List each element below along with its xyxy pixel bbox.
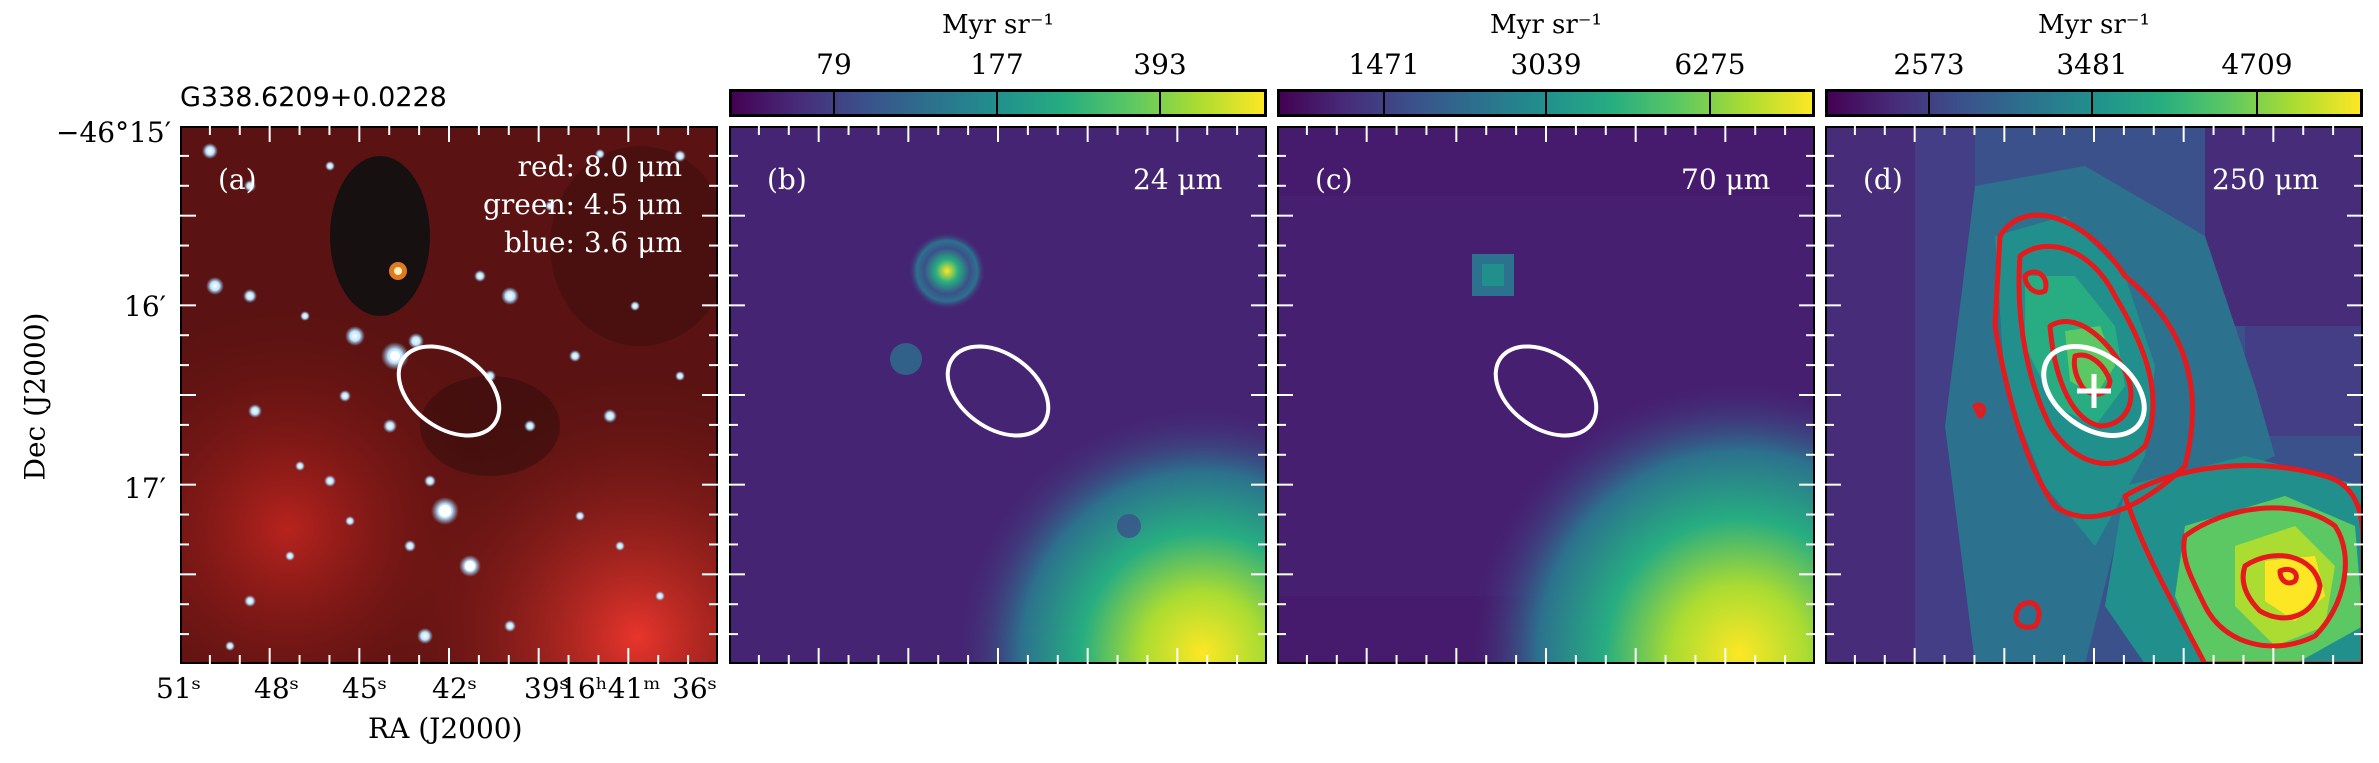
- panel-c-label: (c): [1315, 163, 1353, 196]
- colorbar-tick-label: 177: [970, 48, 1024, 81]
- x-axis-label: RA (J2000): [368, 712, 523, 745]
- panel-d-colorbar-unit: Myr sr⁻¹: [2038, 10, 2150, 40]
- colorbar-tick-label: 3039: [1510, 48, 1582, 81]
- panel-c-colorbar-unit: Myr sr⁻¹: [1490, 10, 1602, 40]
- x-tick-label: 42ˢ: [432, 672, 478, 705]
- colorbar-tick-label: 1471: [1348, 48, 1420, 81]
- y-tick-label: 16′: [124, 290, 166, 323]
- colorbar-tick-label: 6275: [1674, 48, 1746, 81]
- panel-c-band: 70 μm: [1681, 163, 1771, 196]
- y-axis-label: Dec (J2000): [18, 312, 52, 481]
- panel-c-colorbar: [1277, 89, 1815, 117]
- x-tick-label: 39ˢ: [524, 672, 570, 705]
- blue-channel-label: blue: 3.6 μm: [504, 226, 682, 259]
- panel-c-image: [1277, 126, 1815, 664]
- colorbar-tick-label: 4709: [2221, 48, 2293, 81]
- x-tick-label: 51ˢ: [156, 672, 202, 705]
- panel-d-label: (d): [1863, 163, 1903, 196]
- y-tick-label: 17′: [124, 472, 166, 505]
- green-channel-label: green: 4.5 μm: [483, 188, 682, 221]
- panel-c-frame: [1277, 126, 1815, 664]
- panel-b-image: [729, 126, 1267, 664]
- x-tick-label: 48ˢ: [254, 672, 300, 705]
- colorbar-tick-label: 3481: [2056, 48, 2128, 81]
- colorbar-tick-label: 79: [816, 48, 852, 81]
- panel-d-colorbar: [1825, 89, 2363, 117]
- panel-a-label: (a): [218, 163, 257, 196]
- colorbar-tick-label: 393: [1133, 48, 1187, 81]
- panel-a-legend: red: 8.0 μm green: 4.5 μm blue: 3.6 μm: [420, 148, 682, 262]
- colorbar-tick-label: 2573: [1893, 48, 1965, 81]
- panel-b-colorbar: [729, 89, 1267, 117]
- panel-d-image: [1825, 126, 2363, 664]
- y-tick-label: −46°15′: [56, 116, 172, 149]
- red-channel-label: red: 8.0 μm: [517, 150, 682, 183]
- x-tick-label: 45ˢ: [342, 672, 388, 705]
- x-tick-label: 16ʰ41ᵐ: [560, 672, 661, 705]
- panel-b-label: (b): [767, 163, 807, 196]
- panel-b-colorbar-unit: Myr sr⁻¹: [942, 10, 1054, 40]
- panel-b-band: 24 μm: [1133, 163, 1223, 196]
- panel-a-image: [180, 126, 718, 664]
- panel-b-frame: [729, 126, 1267, 664]
- source-title: G338.6209+0.0228: [180, 82, 447, 113]
- panel-d-band: 250 μm: [2212, 163, 2320, 196]
- x-tick-label: 36ˢ: [672, 672, 718, 705]
- panel-d-frame: [1825, 126, 2363, 664]
